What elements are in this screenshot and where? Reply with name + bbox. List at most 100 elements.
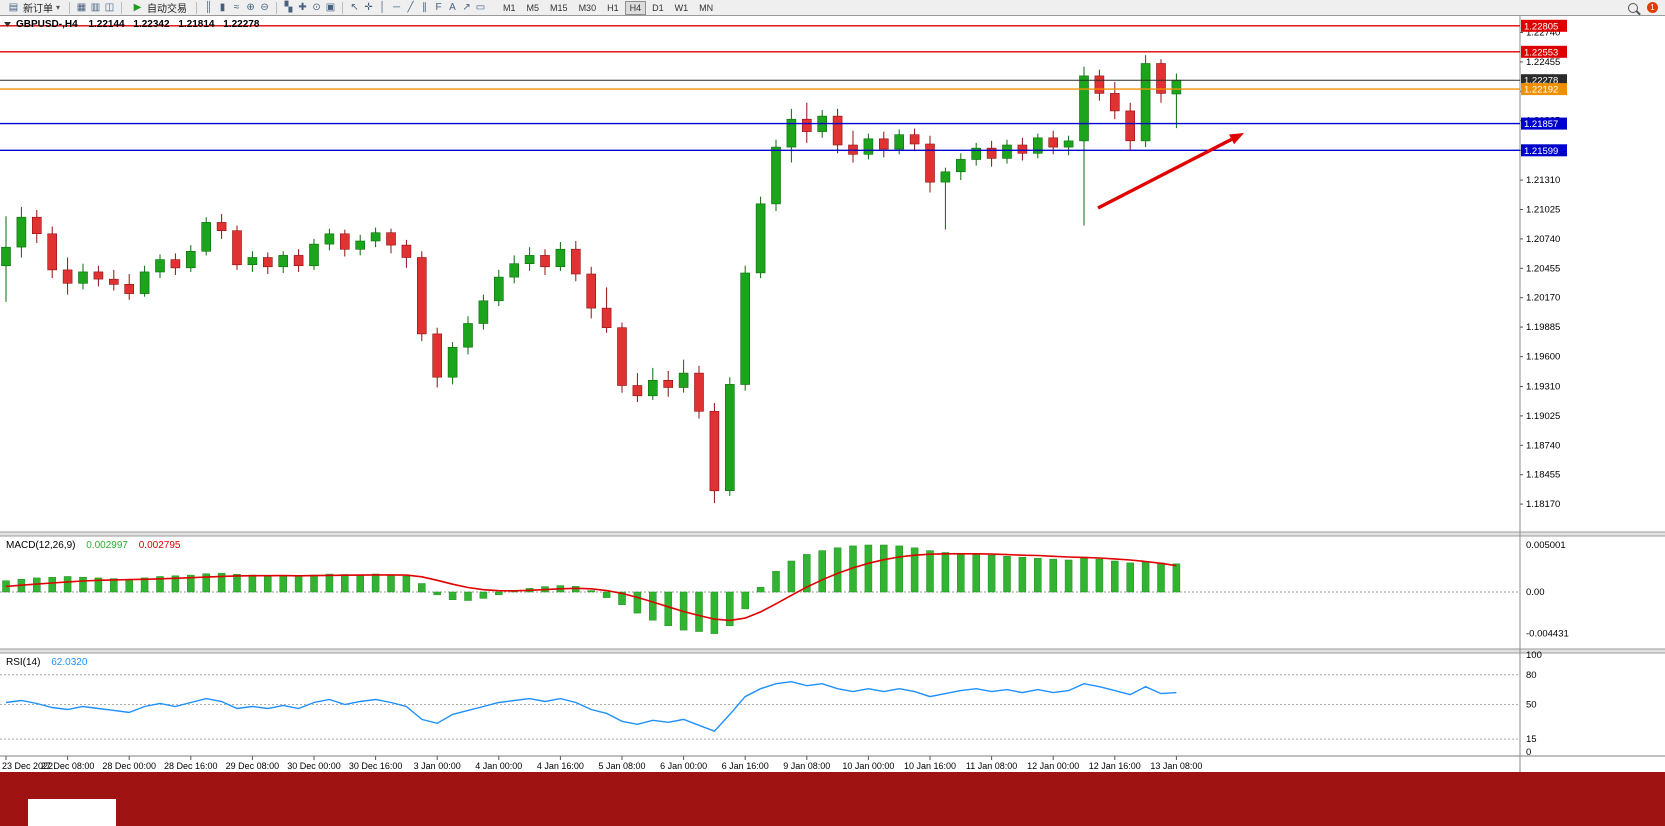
profile-icon[interactable]: ▥ <box>90 1 101 13</box>
price-axis-label: 1.21310 <box>1526 175 1560 186</box>
vertical-line-icon[interactable]: │ <box>379 1 386 13</box>
new-order-label: 新订单 <box>23 4 53 15</box>
periods-icon[interactable]: ⊙ <box>312 1 321 13</box>
rsi-axis-label: 100 <box>1526 650 1542 661</box>
price-axis[interactable]: 1.227401.224551.221701.218851.216001.213… <box>1520 19 1567 510</box>
price-axis-label: 1.20455 <box>1526 263 1560 274</box>
price-axis-label: 1.20740 <box>1526 234 1560 245</box>
price-badge-label: 1.22192 <box>1524 85 1558 96</box>
price-axis-label: 1.22455 <box>1526 57 1560 68</box>
drawing-tools-icons-group: │ ─ ╱ ∥ F A ↗ ▭ <box>376 1 487 15</box>
banner-white-box <box>28 799 116 826</box>
templates-icon[interactable]: ▣ <box>325 1 336 13</box>
search-icon[interactable] <box>1628 2 1638 13</box>
cursor-icon[interactable]: ↖ <box>350 1 359 13</box>
window-icons-group: ▦ ▥ ◫ <box>75 1 116 15</box>
charts-grid-icon[interactable]: ▦ <box>76 1 87 13</box>
timeframe-buttons-group: M1 M5 M15 M30 H1 H4 D1 W1 MN <box>498 0 718 15</box>
arrows-icon[interactable]: ↗ <box>462 1 471 13</box>
chart-type-icons-group: ║ ▮ ≈ <box>202 1 243 15</box>
chevron-down-icon: ▾ <box>56 3 61 12</box>
time-axis-label: 10 Jan 00:00 <box>842 761 894 771</box>
price-axis-label: 1.19025 <box>1526 411 1560 422</box>
trendline-icon[interactable]: ╱ <box>407 1 414 13</box>
rsi-axis-label: 15 <box>1526 734 1537 745</box>
price-badge-label: 1.22278 <box>1524 76 1558 87</box>
text-icon[interactable]: A <box>449 1 456 13</box>
main-toolbar: ▤ 新订单 ▾ ▦ ▥ ◫ ▶ 自动交易 ║ ▮ ≈ ⊕ ⊖ ▚ ✚ ⊙ ▣ ↖ ✛ │ ─ ╱ ∥ F A… <box>0 0 1665 16</box>
chart-canvas[interactable]: 1.227401.224551.221701.218851.216001.213… <box>0 16 1665 772</box>
price-axis-label: 1.18170 <box>1526 499 1560 510</box>
timeframe-w1-button[interactable]: W1 <box>670 1 694 15</box>
autotrading-button[interactable]: ▶ 自动交易 <box>127 1 191 16</box>
autotrading-icon: ▶ <box>133 1 142 13</box>
price-level-lines[interactable] <box>0 25 1520 152</box>
bar-chart-icon[interactable]: ║ <box>204 1 213 13</box>
rsi-axis-label: 0 <box>1526 747 1531 758</box>
time-axis-label: 30 Dec 00:00 <box>287 761 341 771</box>
shapes-icon[interactable]: ▭ <box>475 1 486 13</box>
rsi-label: RSI(14) 62.0320 <box>6 657 88 668</box>
zoom-in-icon[interactable]: ⊕ <box>246 1 255 13</box>
time-axis-label: 4 Jan 16:00 <box>537 761 584 771</box>
time-axis-label: 4 Jan 00:00 <box>475 761 522 771</box>
candlestick-series <box>1 55 1182 504</box>
timeframe-m1-button[interactable]: M1 <box>498 1 521 15</box>
timeframe-m5-button[interactable]: M5 <box>522 1 545 15</box>
price-axis-label: 1.18455 <box>1526 470 1560 481</box>
timeframe-m30-button[interactable]: M30 <box>574 1 602 15</box>
horizontal-line-icon[interactable]: ─ <box>392 1 401 13</box>
price-badge <box>1521 83 1567 96</box>
symbol-ohlc-label: GBPUSD-,H4 1.22144 1.22342 1.21814 1.222… <box>16 19 260 30</box>
macd-indicator: 0.005001 0.00 -0.004431 <box>0 540 1569 640</box>
time-axis-label: 11 Jan 08:00 <box>966 761 1017 771</box>
price-badge <box>1521 144 1567 157</box>
crosshair-icon[interactable]: ✛ <box>364 1 373 13</box>
channel-icon[interactable]: ∥ <box>422 1 428 13</box>
price-badge-label: 1.22805 <box>1524 21 1558 32</box>
collapse-triangle-icon[interactable] <box>4 22 11 27</box>
notification-badge[interactable]: 1 <box>1647 2 1658 13</box>
time-axis-label: 30 Dec 16:00 <box>349 761 403 771</box>
trend-arrow[interactable] <box>1097 133 1244 210</box>
toolbar-separator <box>196 1 198 14</box>
price-axis-label: 1.21025 <box>1526 205 1560 216</box>
chart-window[interactable]: 1.227401.224551.221701.218851.216001.213… <box>0 16 1665 772</box>
timeframe-mn-button[interactable]: MN <box>694 1 718 15</box>
indicators-icon[interactable]: ✚ <box>298 1 307 13</box>
timeframe-h4-button[interactable]: H4 <box>624 0 647 15</box>
tile-windows-icon[interactable]: ▚ <box>284 1 293 13</box>
price-axis-label: 1.19310 <box>1526 382 1560 393</box>
new-order-button[interactable]: ▤ 新订单 ▾ <box>3 1 64 16</box>
macd-signal-line <box>5 552 1177 622</box>
price-axis-label: 1.19600 <box>1526 352 1560 363</box>
timeframe-m15-button[interactable]: M15 <box>545 1 573 15</box>
macd-label: MACD(12,26,9) 0.002997 0.002795 <box>6 540 181 551</box>
time-axis-label: 12 Jan 00:00 <box>1027 761 1079 771</box>
toolbar-separator <box>69 1 71 14</box>
arrow-head <box>1229 133 1244 145</box>
market-watch-icon[interactable]: ◫ <box>104 1 115 13</box>
pane-separators[interactable] <box>0 16 1665 772</box>
zoom-icons-group: ⊕ ⊖ <box>244 1 271 15</box>
zoom-out-icon[interactable]: ⊖ <box>260 1 269 13</box>
timeframe-d1-button[interactable]: D1 <box>647 1 669 15</box>
macd-axis-label: 0.005001 <box>1526 540 1566 551</box>
candlestick-chart-icon[interactable]: ▮ <box>219 1 226 13</box>
toolbar-separator <box>121 1 123 14</box>
time-axis-label: 6 Jan 16:00 <box>722 761 769 771</box>
fibonacci-icon[interactable]: F <box>435 1 442 13</box>
price-axis-label: 1.22740 <box>1526 28 1560 39</box>
autotrading-label: 自动交易 <box>147 4 188 15</box>
toolbar-separator <box>342 1 344 14</box>
line-chart-icon[interactable]: ≈ <box>233 1 240 13</box>
timeframe-h1-button[interactable]: H1 <box>602 1 624 15</box>
time-axis-label: 29 Dec 08:00 <box>226 761 280 771</box>
time-axis-label: 27 Dec 08:00 <box>41 761 95 771</box>
price-axis-label: 1.19885 <box>1526 322 1560 333</box>
time-axis-label: 12 Jan 16:00 <box>1089 761 1141 771</box>
macd-header: MACD(12,26,9) 0.002997 0.002795 <box>6 540 181 551</box>
price-badge <box>1521 117 1567 130</box>
price-axis-label: 1.18740 <box>1526 440 1560 451</box>
